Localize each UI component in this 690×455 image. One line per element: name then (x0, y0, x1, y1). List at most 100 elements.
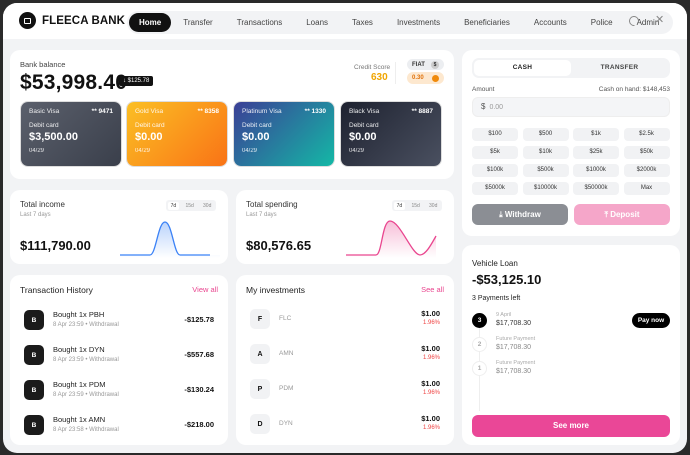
transaction-icon: B (24, 345, 44, 365)
tab-cash[interactable]: CASH (474, 60, 571, 76)
transaction-name: Bought 1x DYN (53, 345, 105, 354)
card-type: Debit card (349, 122, 379, 129)
transaction-row[interactable]: B Bought 1x PDM 8 Apr 23:59 • Withdrawal -$… (24, 378, 214, 402)
card-name: Basic Visa (29, 108, 60, 115)
investments-title: My investments (246, 285, 306, 295)
quick-amount-button[interactable]: $50k (623, 146, 670, 159)
card-number: ** 8358 (197, 108, 219, 115)
transaction-meta: 8 Apr 23:59 • Withdrawal (53, 357, 119, 363)
transaction-row[interactable]: B Bought 1x PBH 8 Apr 23:59 • Withdrawal -$… (24, 308, 214, 332)
loan-title: Vehicle Loan (472, 259, 518, 268)
payment-step: 2 Future Payment $17,708.30 (472, 336, 670, 357)
amount-input[interactable]: $0.00 (472, 97, 670, 117)
total-income-card: Total income Last 7 days $111,790.00 7d 1… (10, 190, 228, 264)
quick-amount-button[interactable]: $50000k (573, 182, 619, 195)
quick-amount-button[interactable]: $5000k (472, 182, 518, 195)
quick-amount-button[interactable]: $1000k (573, 164, 619, 177)
range-30d[interactable]: 30d (203, 202, 212, 209)
total-spending-card: Total spending Last 7 days $80,576.65 7d… (236, 190, 454, 264)
card-black-visa[interactable]: Black Visa ** 8887 Debit card $0.00 04/29 (341, 102, 441, 166)
nav-accounts[interactable]: Accounts (533, 18, 567, 27)
nav-loans[interactable]: Loans (306, 18, 329, 27)
quick-amount-button[interactable]: $2000k (623, 164, 670, 177)
withdraw-button[interactable]: ⤓ Withdraw (472, 204, 568, 225)
quick-amount-button[interactable]: $5k (472, 146, 518, 159)
nav-investments[interactable]: Investments (396, 18, 441, 27)
transaction-amount: -$218.00 (184, 420, 214, 429)
credit-score-value: 630 (371, 72, 388, 83)
investment-row[interactable]: F FLC $1.00 1.96% (250, 309, 440, 333)
quick-amount-button[interactable]: $500k (522, 164, 569, 177)
deposit-button[interactable]: ⤒ Deposit (574, 204, 670, 225)
quick-amount-button[interactable]: $100 (472, 128, 518, 141)
transaction-amount: -$557.68 (184, 350, 214, 359)
crypto-balance[interactable]: 0.30 (407, 72, 444, 84)
transaction-icon: B (24, 415, 44, 435)
quick-amount-button[interactable]: $1k (573, 128, 619, 141)
card-gold-visa[interactable]: Gold Visa ** 8358 Debit card $0.00 04/29 (127, 102, 227, 166)
transaction-row[interactable]: B Bought 1x DYN 8 Apr 23:59 • Withdrawal -$… (24, 343, 214, 367)
dollar-icon: $ (431, 60, 439, 69)
income-value: $111,790.00 (20, 238, 91, 253)
close-icon[interactable]: ✕ (655, 14, 665, 26)
range-7d[interactable]: 7d (167, 201, 180, 210)
investment-row[interactable]: D DYN $1.00 1.96% (250, 414, 440, 438)
step-date: 9 April (496, 312, 512, 318)
quick-amount-button[interactable]: $10k (522, 146, 569, 159)
spending-subtitle: Last 7 days (246, 212, 277, 218)
range-7d[interactable]: 7d (393, 201, 406, 210)
pay-now-button[interactable]: Pay now (632, 313, 670, 328)
nav-home[interactable]: Home (129, 13, 172, 32)
nav-police[interactable]: Police (590, 18, 613, 27)
transaction-name: Bought 1x AMN (53, 415, 106, 424)
amount-placeholder: 0.00 (489, 104, 504, 111)
quick-amount-button[interactable]: $100k (472, 164, 518, 177)
range-15d[interactable]: 15d (185, 202, 194, 209)
range-30d[interactable]: 30d (429, 202, 438, 209)
nav-admin[interactable]: Admin (636, 18, 660, 27)
nav-beneficiaries[interactable]: Beneficiaries (464, 18, 510, 27)
see-all-link[interactable]: See all (421, 285, 444, 294)
see-more-button[interactable]: See more (472, 415, 670, 437)
crypto-value: 0.30 (412, 75, 424, 81)
quick-amount-button[interactable]: Max (623, 182, 670, 195)
app-title: FLEECA BANK (42, 14, 126, 27)
quick-amount-button[interactable]: $2.5k (623, 128, 670, 141)
card-platinum-visa[interactable]: Platinum Visa ** 1330 Debit card $0.00 04/2… (234, 102, 334, 166)
fiat-toggle[interactable]: FIAT $ (407, 59, 444, 70)
card-number: ** 1330 (304, 108, 326, 115)
investment-name: AMN (279, 350, 294, 357)
quick-amount-button[interactable]: $500 (522, 128, 569, 141)
range-15d[interactable]: 15d (411, 202, 420, 209)
investment-price: $1.00 (421, 414, 440, 423)
step-number: 3 (472, 313, 487, 328)
view-all-link[interactable]: View all (192, 285, 218, 294)
cash-panel: CASH TRANSFER Amount Cash on hand: $148,… (462, 50, 680, 236)
nav-transactions[interactable]: Transactions (236, 18, 283, 27)
nav-taxes[interactable]: Taxes (352, 18, 373, 27)
investment-price: $1.00 (421, 379, 440, 388)
investment-row[interactable]: P PDM $1.00 1.96% (250, 379, 440, 403)
transaction-row[interactable]: B Bought 1x AMN 8 Apr 23:58 • Withdrawal -$… (24, 413, 214, 437)
investment-change: 1.96% (422, 320, 440, 326)
payment-step: 3 9 April $17,708.30 Pay now (472, 312, 670, 333)
credit-score-label: Credit Score (354, 64, 391, 71)
loan-value: -$53,125.10 (472, 272, 542, 287)
income-sparkline (120, 221, 220, 258)
quick-amount-button[interactable]: $25k (573, 146, 619, 159)
investment-price: $1.00 (421, 344, 440, 353)
card-type: Debit card (29, 122, 59, 129)
investment-row[interactable]: A AMN $1.00 1.96% (250, 344, 440, 368)
quick-amount-button[interactable]: $10000k (522, 182, 569, 195)
tab-transfer[interactable]: TRANSFER (600, 64, 639, 71)
card-balance: $3,500.00 (29, 131, 78, 143)
card-number: ** 8887 (411, 108, 433, 115)
nav-transfer[interactable]: Transfer (183, 18, 213, 27)
card-expiry: 04/29 (135, 148, 151, 154)
investment-icon: A (250, 344, 270, 364)
card-expiry: 04/29 (349, 148, 365, 154)
card-basic-visa[interactable]: Basic Visa ** 9471 Debit card $3,500.00 04/… (21, 102, 121, 166)
transactions-title: Transaction History (20, 285, 93, 295)
card-name: Black Visa (349, 108, 380, 115)
transaction-history-card: Transaction History View all B Bought 1x … (10, 275, 228, 445)
